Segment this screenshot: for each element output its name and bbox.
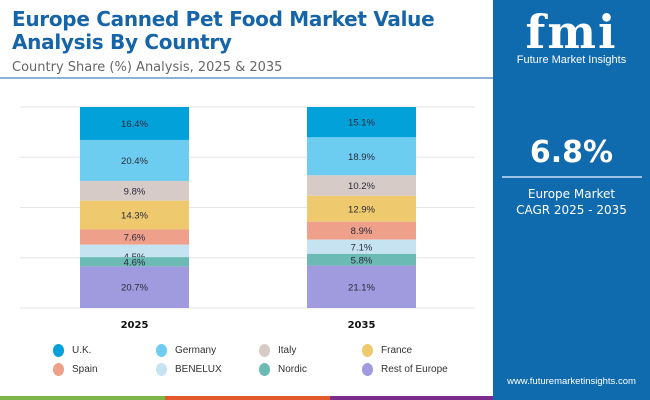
bar-segment-germany-2035 bbox=[307, 137, 416, 176]
data-label: 5.8% bbox=[351, 255, 373, 266]
bar-segment-benelux-2025 bbox=[80, 244, 189, 258]
bar-segment-france-2035 bbox=[307, 195, 416, 222]
x-tick-label: 2035 bbox=[348, 320, 376, 331]
page-title: Europe Canned Pet Food Market Value Anal… bbox=[12, 7, 435, 54]
data-label: 9.8% bbox=[124, 186, 146, 197]
legend-swatch-icon bbox=[156, 363, 167, 376]
footer-stripe-orange bbox=[165, 396, 330, 400]
legend-swatch-icon bbox=[53, 363, 64, 376]
legend-swatch-icon bbox=[362, 344, 373, 357]
bar-segment-nordic-2025 bbox=[80, 257, 189, 267]
fmi-logo: fmi Future Market Insights bbox=[493, 8, 650, 66]
bar-segment-u-k--2025 bbox=[80, 107, 189, 140]
legend-item-italy: Italy bbox=[259, 344, 296, 357]
logo-name: Future Market Insights bbox=[516, 54, 627, 66]
data-label: 7.6% bbox=[124, 233, 146, 244]
legend-label: BENELUX bbox=[175, 364, 222, 375]
data-label: 7.1% bbox=[351, 242, 373, 253]
legend-swatch-icon bbox=[259, 363, 270, 376]
legend-item-france: France bbox=[362, 344, 412, 357]
bar-segment-rest-of-europe-2035 bbox=[307, 265, 416, 308]
cagr-label-market: Europe Market bbox=[527, 187, 616, 201]
bar-segment-benelux-2035 bbox=[307, 239, 416, 254]
legend-label: Rest of Europe bbox=[381, 364, 448, 375]
data-label: 18.9% bbox=[348, 152, 375, 163]
logo-mark: fmi bbox=[525, 5, 618, 59]
data-label: 10.2% bbox=[348, 181, 375, 192]
cagr-callout: 6.8% Europe Market CAGR 2025 - 2035 bbox=[493, 135, 650, 218]
legend-label: U.K. bbox=[72, 345, 92, 356]
cagr-label-period: CAGR 2025 - 2035 bbox=[516, 203, 627, 217]
data-label: 14.3% bbox=[121, 211, 148, 222]
legend-label: Spain bbox=[72, 364, 98, 375]
bar-segment-spain-2025 bbox=[80, 229, 189, 245]
legend-item-benelux: BENELUX bbox=[156, 363, 222, 376]
legend-label: Nordic bbox=[278, 364, 307, 375]
legend-item-spain: Spain bbox=[53, 363, 98, 376]
header-divider bbox=[0, 77, 493, 79]
data-label: 20.7% bbox=[121, 283, 148, 294]
legend-item-germany: Germany bbox=[156, 344, 216, 357]
legend-swatch-icon bbox=[362, 363, 373, 376]
legend-label: France bbox=[381, 345, 413, 356]
bar-segment-france-2025 bbox=[80, 200, 189, 230]
cagr-value: 6.8% bbox=[529, 135, 614, 170]
bar-segment-nordic-2035 bbox=[307, 253, 416, 266]
bar-segment-italy-2025 bbox=[80, 180, 189, 201]
data-label: 4.6% bbox=[124, 257, 146, 268]
legend-swatch-icon bbox=[156, 344, 167, 357]
legend-label: Italy bbox=[278, 345, 297, 356]
stacked-bar-chart: 16.4%20.4%9.8%14.3%7.6%4.5%4.6%20.7%2025… bbox=[20, 106, 475, 331]
legend-item-rest-of-europe: Rest of Europe bbox=[362, 363, 448, 376]
footer-stripe-purple bbox=[330, 396, 493, 400]
legend-label: Germany bbox=[175, 345, 217, 356]
data-label: 8.9% bbox=[351, 226, 373, 237]
website-link[interactable]: www.futuremarketinsights.com bbox=[507, 376, 636, 387]
legend-swatch-icon bbox=[53, 344, 64, 357]
footer-stripe-green bbox=[0, 396, 165, 400]
sidebar-panel: fmi Future Market Insights 6.8% Europe M… bbox=[493, 0, 650, 400]
bar-segment-italy-2035 bbox=[307, 175, 416, 196]
data-label: 15.1% bbox=[348, 118, 375, 129]
x-tick-label: 2025 bbox=[121, 320, 149, 331]
data-label: 16.4% bbox=[121, 119, 148, 130]
data-label: 21.1% bbox=[348, 282, 375, 293]
bar-segment-rest-of-europe-2025 bbox=[80, 266, 189, 308]
cagr-divider bbox=[501, 176, 642, 178]
legend-item-nordic: Nordic bbox=[259, 363, 307, 376]
page-subtitle: Country Share (%) Analysis, 2025 & 2035 bbox=[12, 60, 283, 75]
bar-segment-spain-2035 bbox=[307, 221, 416, 240]
legend-item-u-k-: U.K. bbox=[53, 344, 91, 357]
data-label: 12.9% bbox=[348, 204, 375, 215]
bar-segment-u-k--2035 bbox=[307, 107, 416, 138]
legend-swatch-icon bbox=[259, 344, 270, 357]
bar-segment-germany-2025 bbox=[80, 139, 189, 181]
data-label: 20.4% bbox=[121, 156, 148, 167]
